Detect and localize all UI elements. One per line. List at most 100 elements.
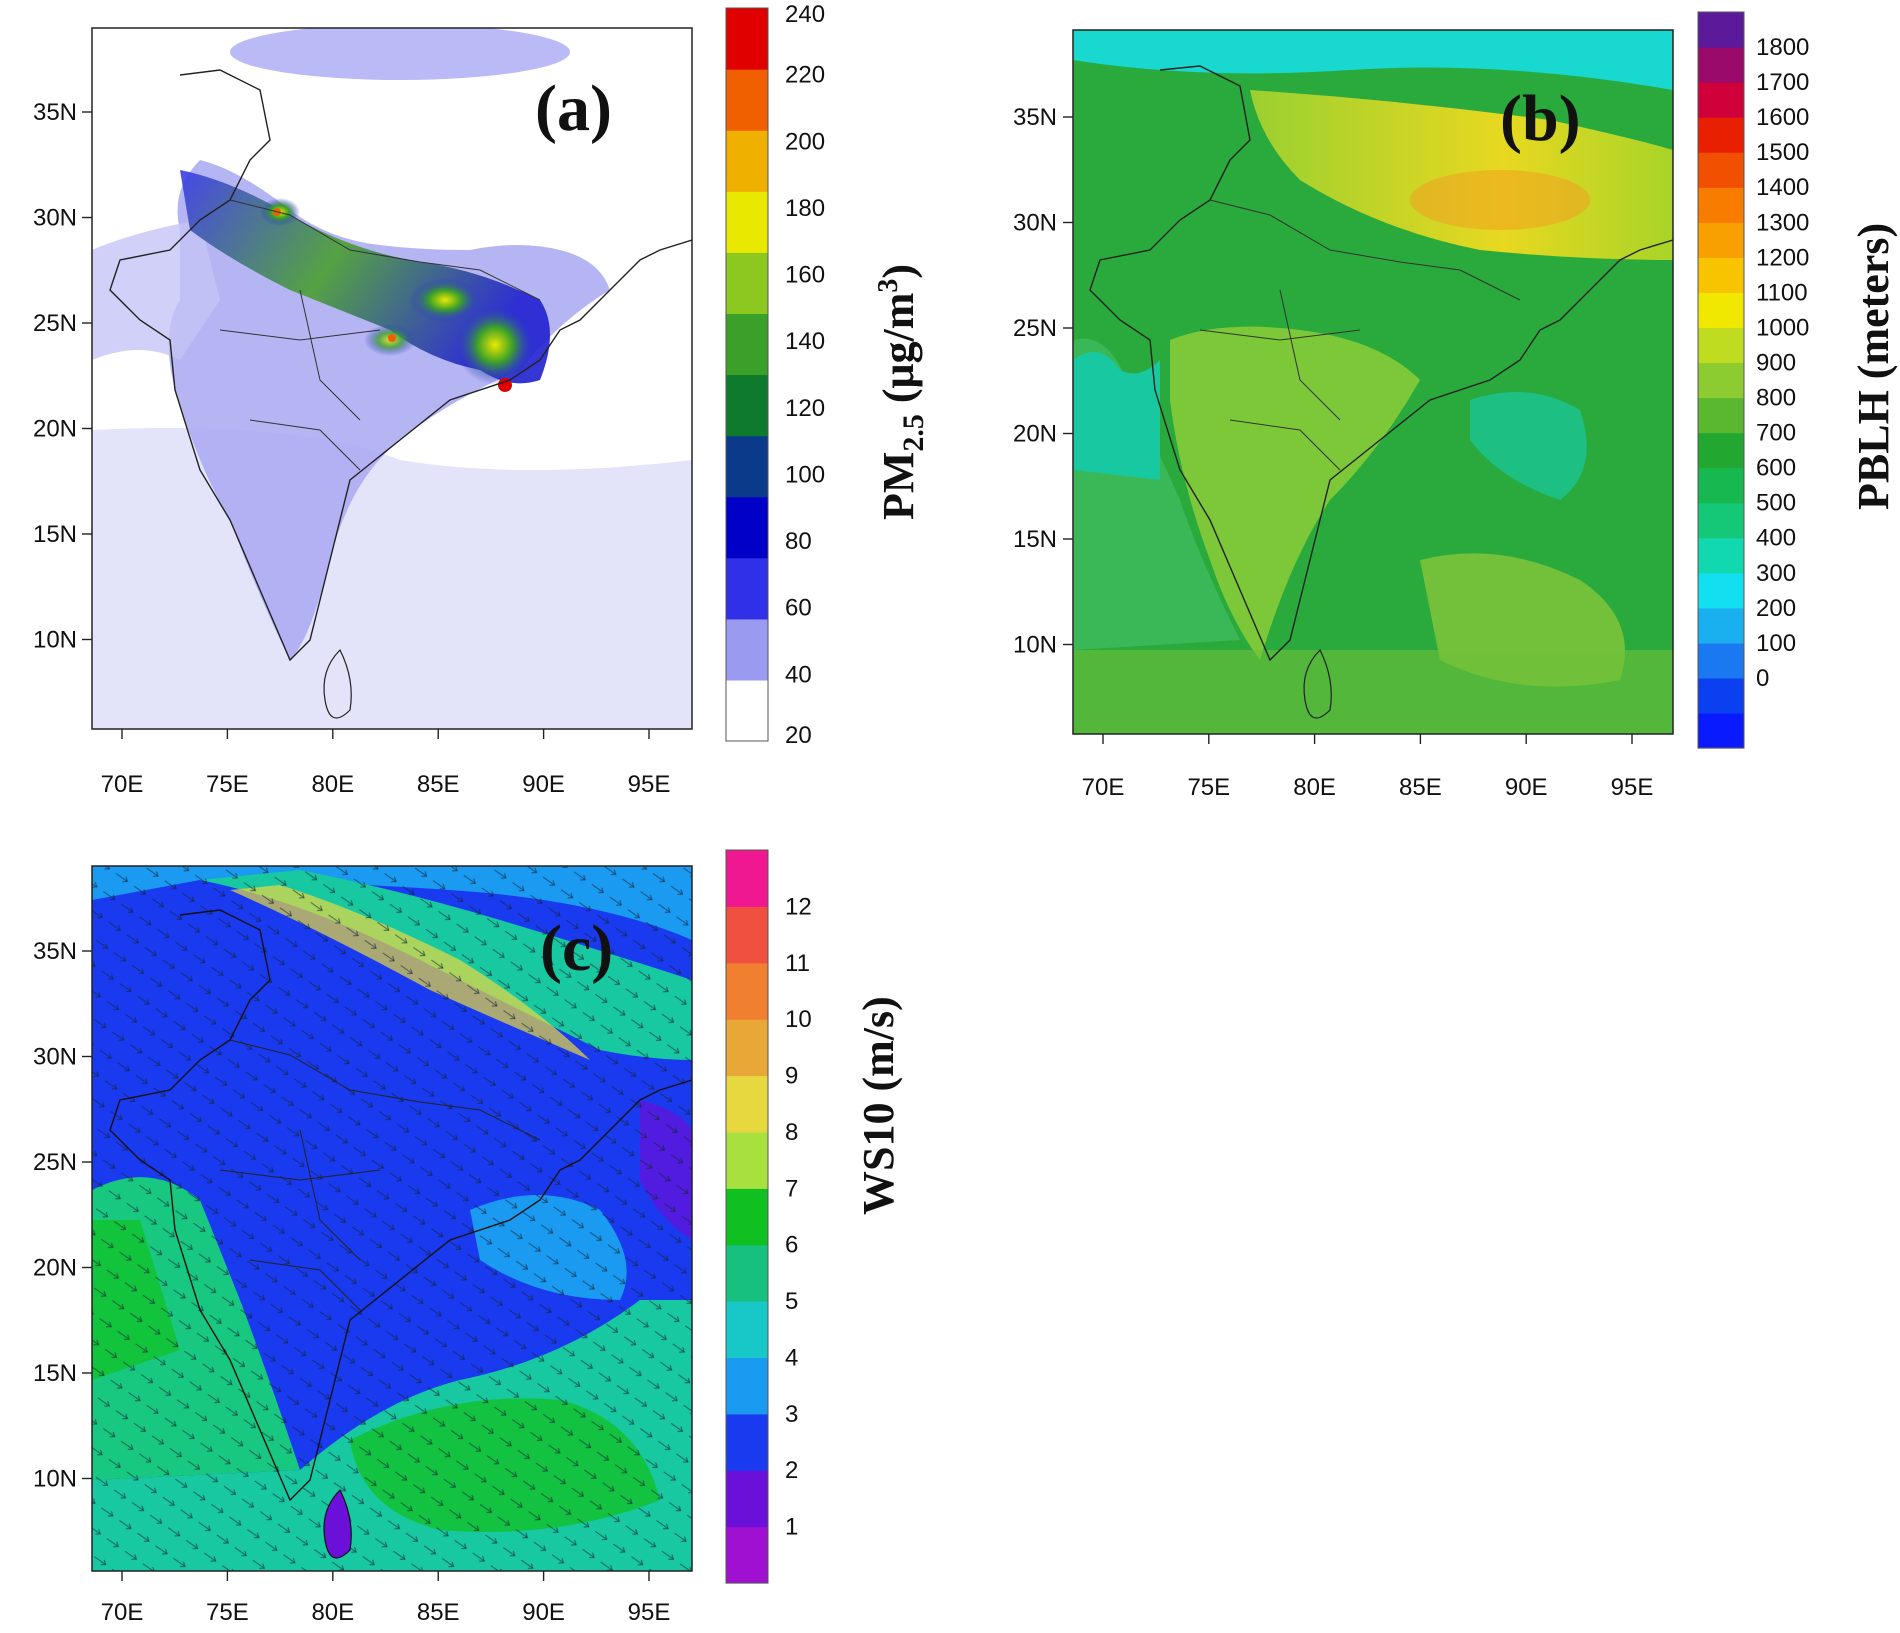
colorbar-label: 9	[785, 1063, 798, 1090]
panel-c: (c) 70E 75E 80E 85E 90E 95E 35N 30N 25N 20N 15N 10N…	[33, 849, 903, 1626]
lat-tick-label: 30N	[1013, 210, 1057, 237]
colorbar-label: 1200	[1756, 244, 1809, 271]
panel-b-india-plateau	[1170, 326, 1420, 660]
colorbar-segment	[726, 1244, 768, 1302]
panel-a-map	[92, 28, 692, 729]
lat-tick-label: 35N	[1013, 104, 1057, 131]
lat-tick-label: 25N	[33, 1149, 77, 1176]
colorbar-label: 5	[785, 1288, 798, 1315]
colorbar-segment	[726, 1301, 768, 1359]
panel-c-frame	[91, 865, 693, 1572]
colorbar-segment	[726, 618, 768, 681]
lat-tick-label: 35N	[33, 938, 77, 965]
colorbar-segment	[726, 1075, 768, 1133]
lat-tick-label: 20N	[1013, 421, 1057, 448]
colorbar-segment	[726, 1019, 768, 1077]
colorbar-segment	[726, 557, 768, 620]
colorbar-segment	[1698, 432, 1744, 469]
panel-c-axes: 70E 75E 80E 85E 90E 95E 35N 30N 25N 20N 15N 10N	[33, 938, 670, 1626]
colorbar-label: 100	[785, 461, 825, 488]
lon-tick-label: 70E	[1082, 774, 1125, 801]
colorbar-segment	[1698, 467, 1744, 504]
lon-tick-label: 80E	[1293, 774, 1336, 801]
pm-quantity: PM	[874, 452, 923, 520]
colorbar-label: 500	[1756, 490, 1796, 517]
lon-tick-label: 85E	[417, 1599, 460, 1626]
colorbar-segment	[726, 1470, 768, 1528]
panel-a-axes: 70E 75E 80E 85E 90E 95E 35N 30N 25N 20N 15N 10N	[33, 99, 670, 798]
lon-tick-label: 80E	[311, 1599, 354, 1626]
lat-tick-label: 25N	[1013, 315, 1057, 342]
panel-c-colorbar: 12 11 10 9 8 7 6 5 4 3 2 1	[725, 849, 812, 1584]
colorbar-segment	[1698, 607, 1744, 644]
lon-tick-label: 95E	[628, 1599, 671, 1626]
colorbar-segment	[726, 8, 768, 70]
lon-tick-label: 80E	[311, 771, 354, 798]
pm-subscript: 2.5	[897, 414, 930, 452]
colorbar-frame	[725, 849, 769, 1584]
panel-b-south	[1073, 650, 1673, 734]
colorbar-segment	[1698, 152, 1744, 188]
colorbar-label: 900	[1756, 349, 1796, 376]
panel-b-label: (b)	[1500, 82, 1581, 155]
colorbar-segment	[726, 679, 768, 742]
colorbar-label: 40	[785, 661, 812, 688]
lon-tick-label: 85E	[417, 771, 460, 798]
colorbar-segment	[726, 130, 768, 192]
lon-tick-label: 75E	[1187, 774, 1230, 801]
panel-b: (b) 70E 75E 80E 85E 90E 95E 35N 30N 25N 20N 15N 10N…	[1013, 11, 1898, 801]
colorbar-label: 1400	[1756, 174, 1809, 201]
colorbar-segment	[726, 1413, 768, 1471]
colorbar-segment	[1698, 292, 1744, 329]
colorbar-label: 400	[1756, 525, 1796, 552]
colorbar-segment	[1698, 257, 1744, 293]
colorbar-segment	[1698, 537, 1744, 574]
lon-tick-label: 75E	[206, 1599, 249, 1626]
colorbar-label: 6	[785, 1232, 798, 1259]
colorbar-segment	[1698, 572, 1744, 609]
panel-b-states	[1199, 199, 1521, 471]
colorbar-label: 1000	[1756, 314, 1809, 341]
colorbar-label: 7	[785, 1175, 798, 1202]
colorbar-segment	[1698, 82, 1744, 118]
lon-tick-label: 85E	[1399, 774, 1442, 801]
lon-tick-label: 90E	[1505, 774, 1548, 801]
panel-a-label: (a)	[535, 72, 612, 145]
colorbar-segment	[1698, 222, 1744, 258]
panel-b-map	[1073, 30, 1673, 734]
panel-b-north-cyan	[1073, 30, 1673, 90]
panel-c-colorbar-title: WS10 (m/s)	[854, 996, 903, 1215]
lat-tick-label: 20N	[33, 1255, 77, 1282]
panel-a-bihar-hotspot	[409, 278, 481, 322]
colorbar-label: 120	[785, 395, 825, 422]
panel-b-colorbar: 1800170016001500140013001200110010009008…	[1697, 11, 1809, 749]
pm-unit: (μg/m	[874, 293, 923, 414]
lat-tick-label: 35N	[33, 99, 77, 126]
colorbar-label: 12	[785, 893, 812, 920]
colorbar-segment	[1698, 12, 1744, 48]
colorbar-segment	[726, 374, 768, 437]
colorbar-label: 2	[785, 1457, 798, 1484]
panel-a-ocean-haze	[92, 428, 692, 729]
panel-b-colorbar-title: PBLH (meters)	[1849, 223, 1898, 510]
panel-a-up-marker	[388, 334, 396, 342]
lat-tick-label: 10N	[33, 627, 77, 654]
lat-tick-label: 30N	[33, 205, 77, 232]
colorbar-segment	[1698, 362, 1744, 399]
colorbar-segment	[1698, 712, 1744, 749]
colorbar-label: 3	[785, 1401, 798, 1428]
colorbar-segment	[726, 191, 768, 253]
colorbar-label: 1300	[1756, 209, 1809, 236]
lon-tick-label: 70E	[101, 771, 144, 798]
colorbar-segment	[726, 850, 768, 907]
colorbar-segment	[1698, 642, 1744, 679]
colorbar-segment	[1698, 327, 1744, 364]
colorbar-label: 80	[785, 528, 812, 555]
colorbar-label: 1500	[1756, 139, 1809, 166]
panel-a-colorbar-title: PM2.5 (μg/m3)	[873, 264, 930, 520]
panel-a-frame	[91, 27, 693, 730]
panel-b-bay-cyan	[1470, 392, 1587, 500]
colorbar-segment	[1698, 677, 1744, 714]
panel-a-max-marker	[498, 378, 512, 392]
colorbar-label: 300	[1756, 560, 1796, 587]
